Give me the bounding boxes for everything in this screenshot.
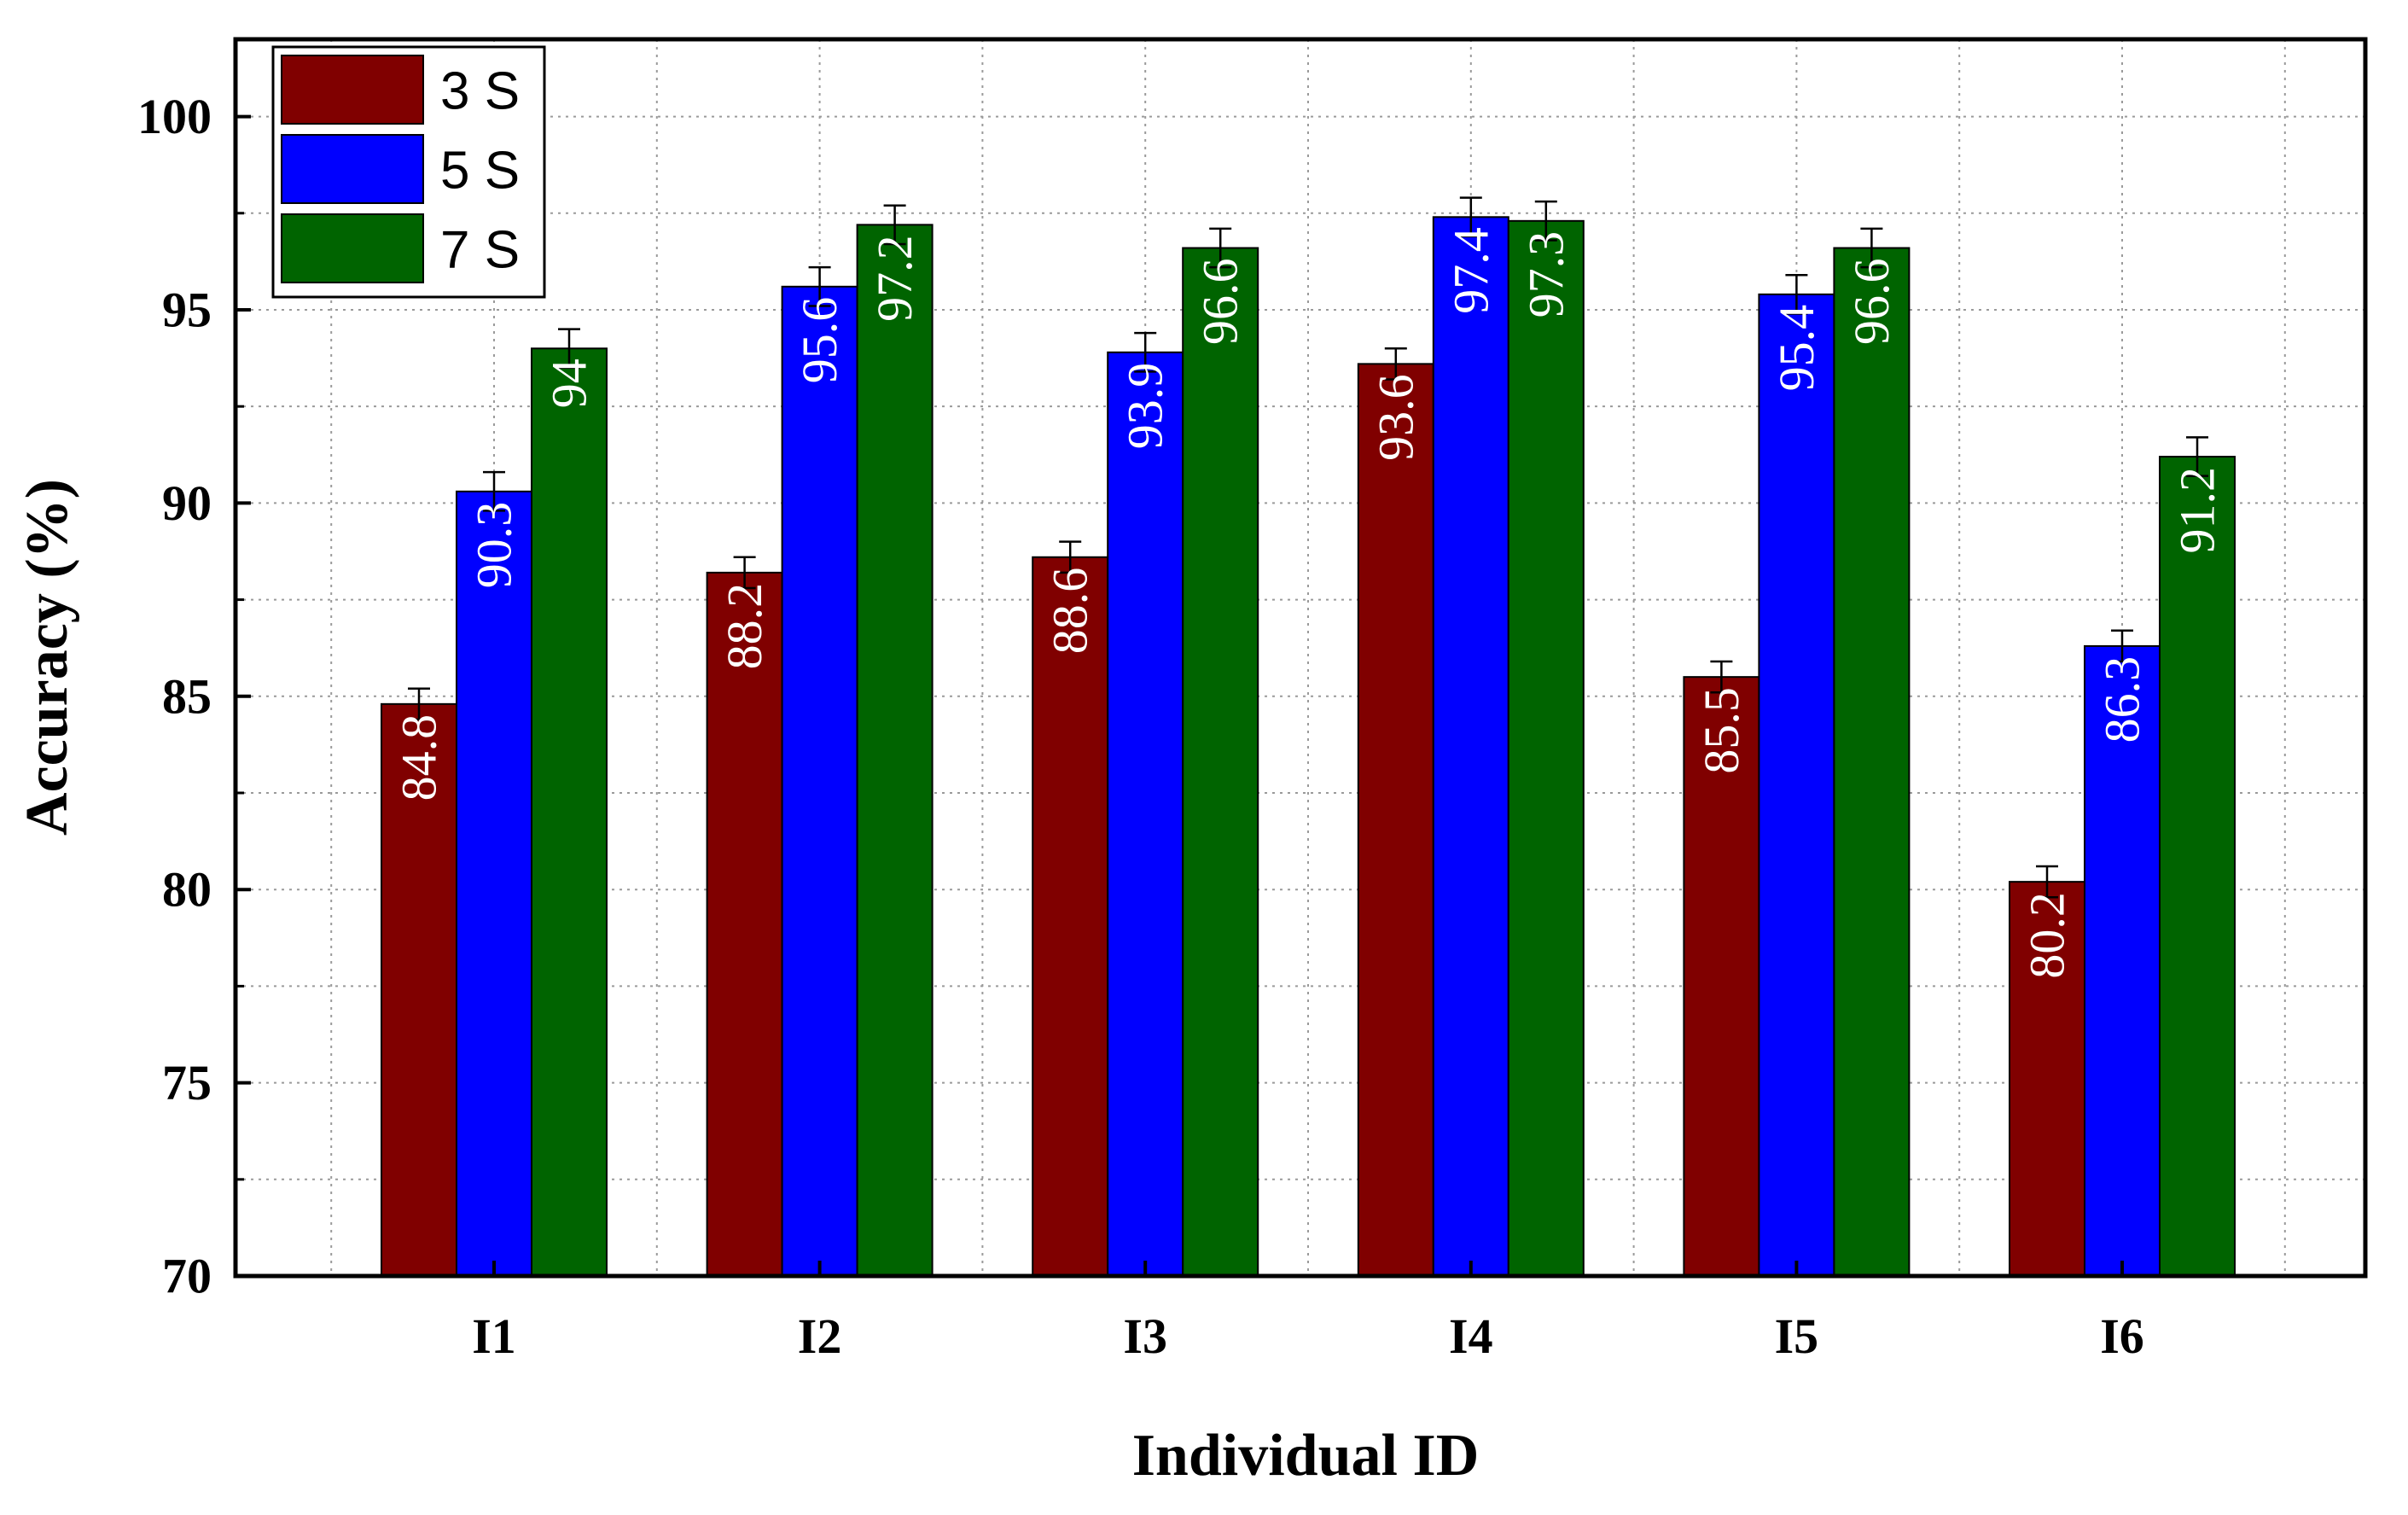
bar <box>531 347 608 1277</box>
bar <box>1432 216 1509 1278</box>
legend-swatch <box>281 134 424 204</box>
x-tick-label: I4 <box>1449 1308 1493 1364</box>
y-tick-label: 70 <box>162 1249 212 1304</box>
bar-value-label: 95.6 <box>792 297 847 384</box>
bar <box>1507 219 1585 1277</box>
bar <box>1107 351 1184 1278</box>
bar-value-labels: 84.8 88.2 88.6 93.6 85.5 80.2 90.3 95.6 93.9 97.4… <box>392 227 2225 978</box>
bar <box>1683 676 1760 1277</box>
bar <box>1758 293 1835 1278</box>
bar <box>2009 881 2085 1277</box>
bar <box>2159 456 2236 1277</box>
bar-value-label: 80.2 <box>2020 892 2075 979</box>
bar <box>456 490 532 1277</box>
legend: 3 S 5 S 7 S <box>271 45 546 299</box>
bar-value-label: 96.6 <box>1844 259 1899 346</box>
bar <box>781 285 858 1277</box>
bar-value-label: 93.6 <box>1368 374 1423 461</box>
bar <box>1032 556 1109 1277</box>
plot-frame <box>233 37 2368 1279</box>
bar-value-label: 86.3 <box>2095 656 2150 743</box>
y-tick-label: 75 <box>162 1055 212 1110</box>
bar <box>706 571 783 1277</box>
legend-swatch <box>281 213 424 283</box>
x-tick-label: I1 <box>472 1308 516 1364</box>
y-tick-label: 85 <box>162 668 212 724</box>
bar <box>1357 363 1434 1277</box>
bar <box>2084 644 2161 1277</box>
bar-value-label: 90.3 <box>467 502 522 589</box>
y-tick-label: 90 <box>162 475 212 531</box>
legend-label: 3 S <box>440 62 520 121</box>
bar <box>856 224 934 1278</box>
bar-value-label: 91.2 <box>2170 467 2225 554</box>
bar-value-label: 96.6 <box>1193 259 1248 346</box>
bar-value-label: 95.4 <box>1769 305 1824 392</box>
bar <box>1182 247 1259 1277</box>
bar-value-label: 97.3 <box>1518 231 1573 318</box>
y-tick-label: 100 <box>137 89 212 144</box>
bar-value-label: 88.2 <box>717 583 772 670</box>
bars <box>381 196 2236 1278</box>
y-tick-label: 95 <box>162 282 212 337</box>
bar <box>381 702 457 1277</box>
bar <box>1833 247 1911 1277</box>
bar-value-label: 88.6 <box>1043 568 1098 655</box>
bar-value-label: 94 <box>542 358 597 408</box>
x-tick-label: I5 <box>1775 1308 1819 1364</box>
x-tick-label: I2 <box>798 1308 842 1364</box>
x-tick-label: I3 <box>1123 1308 1167 1364</box>
bar-value-label: 97.2 <box>867 235 922 322</box>
legend-swatch <box>281 55 424 125</box>
x-axis-title: Individual ID <box>1132 1423 1480 1489</box>
bar-value-label: 84.8 <box>392 714 447 801</box>
y-axis-title: Accuracy (%) <box>15 479 80 836</box>
legend-label: 7 S <box>440 221 520 280</box>
bar-value-label: 97.4 <box>1443 227 1498 314</box>
bar-value-label: 93.9 <box>1118 363 1173 450</box>
bar-value-label: 85.5 <box>1694 687 1749 774</box>
y-tick-label: 80 <box>162 862 212 918</box>
legend-label: 5 S <box>440 142 520 201</box>
x-tick-label: I6 <box>2100 1308 2144 1364</box>
axes: 70 75 80 85 90 95 100 I1 I2 I3 I4 I5 I6 <box>137 37 2368 1364</box>
